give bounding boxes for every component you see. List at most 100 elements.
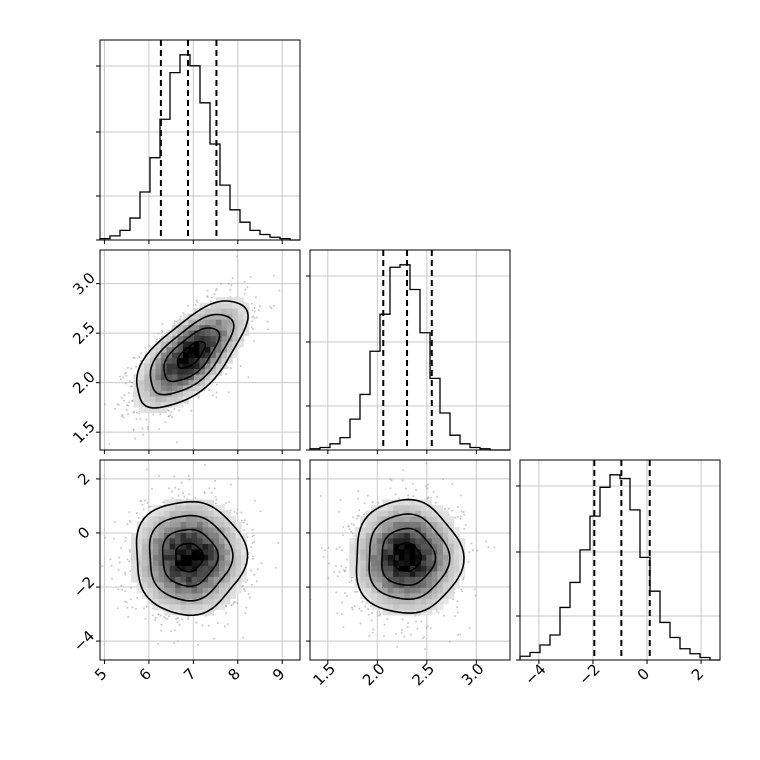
density-cell xyxy=(398,598,405,605)
density-cell xyxy=(459,554,466,561)
density-cell xyxy=(204,335,211,342)
density-cell xyxy=(453,549,460,555)
density-cell xyxy=(237,335,244,342)
density-cell xyxy=(232,330,239,337)
sample-point xyxy=(351,608,354,611)
density-cell xyxy=(147,543,154,550)
density-cell xyxy=(371,510,378,517)
density-cell xyxy=(171,379,178,386)
density-cell xyxy=(166,396,173,403)
sample-point xyxy=(227,282,230,285)
sample-point xyxy=(171,490,173,493)
density-cell xyxy=(230,532,236,539)
density-cell xyxy=(213,510,220,517)
sample-point xyxy=(258,305,261,308)
density-cell xyxy=(393,516,400,522)
sample-point xyxy=(135,418,138,421)
density-cell xyxy=(204,374,211,381)
density-cell xyxy=(237,330,244,337)
density-cell xyxy=(241,549,247,555)
panel-content xyxy=(100,460,300,660)
contour-line xyxy=(175,542,205,573)
density-cell xyxy=(215,357,222,364)
sample-point xyxy=(243,529,246,532)
density-cell xyxy=(169,521,176,528)
density-cell xyxy=(188,385,195,392)
density-cell xyxy=(197,538,203,544)
sample-point xyxy=(429,627,432,630)
x-tick-label: 2 xyxy=(688,665,707,684)
density-cell xyxy=(158,549,165,555)
density-cell xyxy=(431,543,438,550)
sample-point xyxy=(394,493,397,496)
density-cell xyxy=(382,532,389,539)
sample-point xyxy=(147,428,149,431)
sample-point xyxy=(233,510,236,513)
density-cell xyxy=(409,505,416,511)
sample-point xyxy=(225,605,228,608)
density-cell xyxy=(180,593,187,599)
sample-point xyxy=(242,521,245,524)
sample-point xyxy=(367,613,370,616)
sample-point xyxy=(167,409,170,412)
density-cell xyxy=(175,604,181,610)
sample-point xyxy=(194,304,197,306)
sample-point xyxy=(247,593,250,596)
density-cell xyxy=(175,538,181,544)
density-cell xyxy=(199,324,206,331)
sample-point xyxy=(447,507,450,510)
density-cell xyxy=(142,593,148,599)
density-cell xyxy=(459,571,466,577)
panel-content xyxy=(310,460,510,660)
density-cell xyxy=(199,341,206,348)
density-cell xyxy=(420,571,427,577)
density-cell xyxy=(230,527,236,533)
sample-point xyxy=(146,502,149,505)
density-cell xyxy=(243,330,250,337)
sample-point xyxy=(140,499,143,502)
density-cell xyxy=(197,554,203,561)
sample-point xyxy=(244,612,247,615)
density-cell xyxy=(155,357,162,364)
density-cell xyxy=(208,560,214,566)
density-cell xyxy=(197,604,203,610)
density-cell xyxy=(232,341,239,348)
density-cell xyxy=(442,576,449,583)
sample-point xyxy=(237,477,240,480)
panel-frame xyxy=(99,249,301,451)
sample-point xyxy=(190,409,193,412)
density-cell xyxy=(158,598,165,605)
sample-point xyxy=(159,614,162,617)
density-cell xyxy=(442,538,449,544)
density-cell xyxy=(398,538,405,544)
density-cell xyxy=(197,609,203,616)
density-cell xyxy=(191,554,198,561)
density-cell xyxy=(365,582,372,588)
sample-point xyxy=(129,521,132,524)
density-cell xyxy=(404,560,411,566)
sample-point xyxy=(180,481,183,484)
density-cell xyxy=(175,565,181,572)
density-cell xyxy=(371,598,378,605)
sample-point xyxy=(158,474,160,477)
density-cell xyxy=(171,363,178,370)
density-cell xyxy=(208,593,214,599)
sample-point xyxy=(461,590,464,593)
density-cell xyxy=(437,593,444,599)
density-cell xyxy=(360,532,367,539)
sample-point xyxy=(196,301,199,304)
density-cell xyxy=(147,521,154,528)
density-cell xyxy=(213,571,220,577)
sample-point xyxy=(118,556,120,559)
sample-point xyxy=(353,605,356,608)
density-cell xyxy=(138,379,145,386)
sample-point xyxy=(167,415,170,418)
density-cell xyxy=(237,302,244,309)
density-cell xyxy=(180,532,187,539)
density-cell xyxy=(147,527,154,533)
density-cell xyxy=(387,604,394,610)
density-cell xyxy=(448,532,455,539)
density-cell xyxy=(144,363,151,370)
x-tick-label: 3.0 xyxy=(458,660,488,690)
density-cell xyxy=(219,554,225,561)
